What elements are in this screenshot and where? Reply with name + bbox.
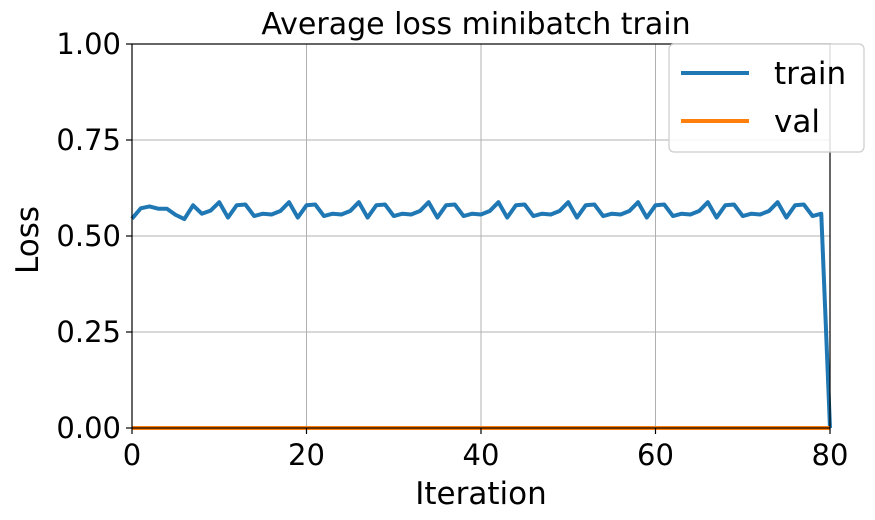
- x-tick-label: 80: [812, 438, 849, 472]
- legend-label-train: train: [774, 56, 846, 92]
- x-tick-label: 20: [288, 438, 325, 472]
- chart-title: Average loss minibatch train: [261, 7, 690, 42]
- y-tick-label: 0.50: [56, 219, 121, 253]
- y-tick-label: 0.75: [56, 123, 121, 157]
- x-tick-label: 0: [123, 438, 141, 472]
- y-tick-label: 1.00: [56, 27, 121, 61]
- legend-label-val: val: [774, 104, 820, 140]
- y-axis-label: Loss: [10, 206, 46, 274]
- axis-ticks: 0 20 40 60 80 0.00 0.25 0.50 0.75 1.00: [56, 27, 848, 472]
- x-axis-label: Iteration: [415, 476, 547, 512]
- legend: train val: [668, 43, 865, 153]
- series-line-train: [130, 200, 832, 429]
- y-tick-label: 0.00: [56, 411, 121, 445]
- x-tick-label: 60: [637, 438, 674, 472]
- x-tick-label: 40: [463, 438, 500, 472]
- y-tick-label: 0.25: [56, 315, 121, 349]
